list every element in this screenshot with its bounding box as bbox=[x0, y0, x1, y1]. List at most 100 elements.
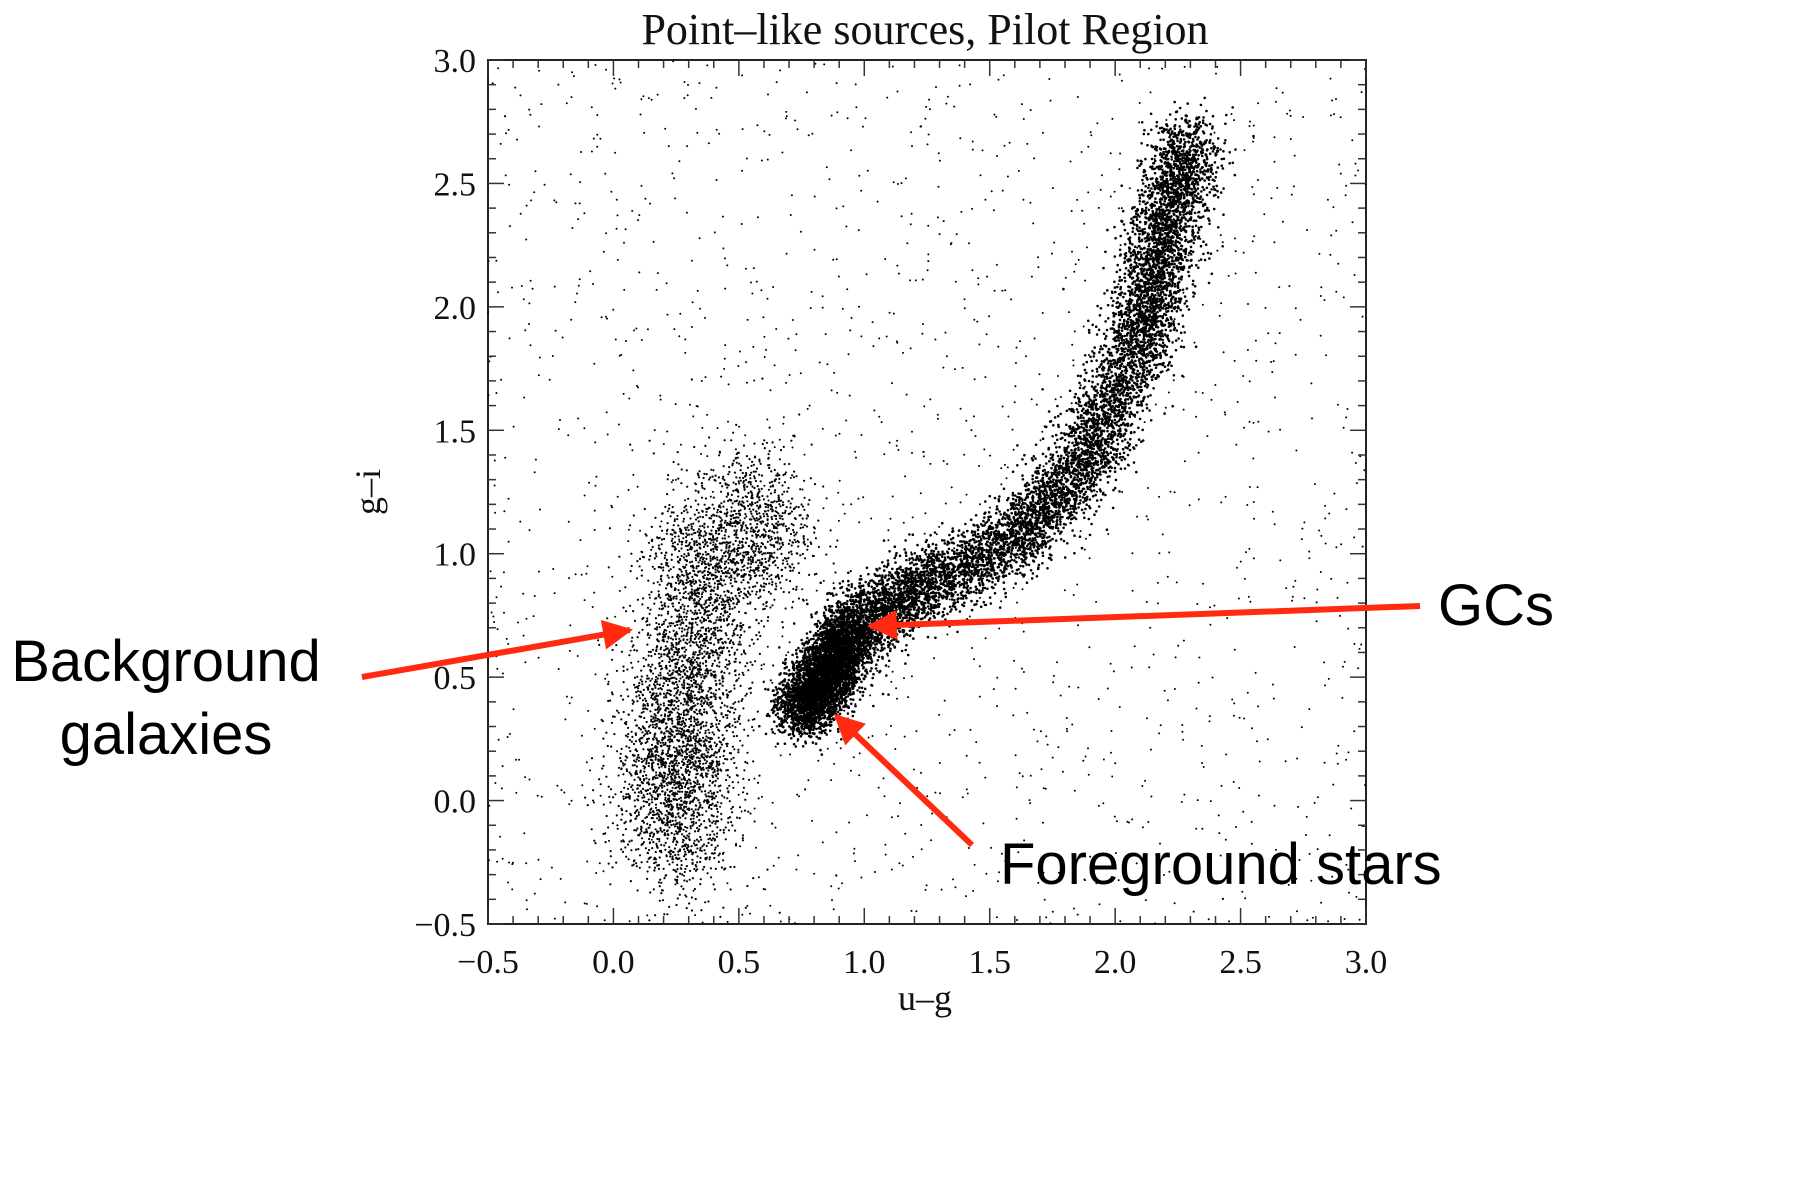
scatter-point bbox=[846, 705, 849, 709]
scatter-point bbox=[840, 655, 843, 658]
scatter-point bbox=[825, 692, 829, 695]
scatter-point bbox=[797, 662, 801, 666]
scatter-point bbox=[806, 664, 810, 668]
scatter-point bbox=[848, 666, 852, 669]
scatter-point bbox=[844, 661, 847, 664]
scatter-point bbox=[807, 712, 811, 716]
scatter-point bbox=[814, 742, 818, 745]
scatter-point bbox=[823, 731, 827, 735]
scatter-point bbox=[792, 727, 796, 731]
scatter-point bbox=[833, 710, 837, 714]
scatter-point bbox=[829, 723, 833, 727]
scatter-point bbox=[840, 675, 844, 679]
scatter-point bbox=[803, 654, 806, 657]
scatter-point bbox=[829, 700, 832, 704]
scatter-point bbox=[791, 730, 795, 734]
scatter-point bbox=[855, 629, 858, 632]
scatter-point bbox=[801, 702, 804, 705]
scatter-point bbox=[794, 715, 797, 718]
scatter-point bbox=[844, 651, 847, 654]
scatter-point bbox=[876, 648, 879, 651]
scatter-point bbox=[815, 625, 819, 629]
scatter-point bbox=[818, 621, 822, 625]
scatter-point bbox=[783, 706, 787, 710]
scatter-point bbox=[790, 727, 793, 731]
scatter-point bbox=[781, 683, 785, 687]
scatter-point bbox=[845, 648, 848, 652]
scatter-point bbox=[772, 706, 775, 710]
scatter-point bbox=[826, 699, 830, 703]
scatter-point bbox=[788, 710, 791, 714]
scatter-point bbox=[775, 725, 779, 728]
scatter-point bbox=[822, 725, 826, 728]
scatter-point bbox=[815, 680, 819, 684]
scatter-point bbox=[823, 663, 827, 667]
scatter-point bbox=[846, 717, 849, 721]
scatter-point bbox=[855, 664, 859, 667]
scatter-point bbox=[824, 630, 828, 633]
scatter-point bbox=[839, 668, 842, 671]
scatter-point bbox=[780, 701, 784, 705]
scatter-point bbox=[837, 678, 841, 682]
scatter-point bbox=[791, 666, 795, 670]
scatter-point bbox=[798, 682, 801, 685]
scatter-point bbox=[833, 682, 837, 685]
scatter-point bbox=[813, 725, 816, 728]
scatter-point bbox=[797, 709, 801, 713]
scatter-point bbox=[790, 737, 793, 740]
scatter-point bbox=[837, 660, 840, 663]
scatter-point bbox=[824, 688, 828, 691]
scatter-point bbox=[832, 626, 835, 630]
scatter-point bbox=[758, 724, 761, 728]
scatter-point bbox=[764, 732, 768, 736]
scatter-point bbox=[884, 664, 888, 667]
scatter-point bbox=[775, 706, 779, 710]
scatter-point bbox=[807, 699, 810, 702]
scatter-point bbox=[827, 641, 831, 644]
scatter-point bbox=[840, 700, 844, 704]
scatter-point bbox=[834, 676, 837, 680]
scatter-point bbox=[799, 679, 803, 683]
scatter-point bbox=[846, 599, 849, 603]
scatter-point bbox=[828, 676, 831, 679]
scatter-point bbox=[851, 680, 855, 684]
scatter-point bbox=[836, 632, 840, 635]
scatter-point bbox=[797, 678, 801, 681]
scatter-point bbox=[805, 732, 809, 735]
scatter-point bbox=[812, 718, 816, 721]
scatter-point bbox=[795, 693, 798, 696]
scatter-point bbox=[853, 594, 857, 598]
scatter-point bbox=[797, 722, 800, 725]
scatter-point bbox=[850, 585, 853, 588]
scatter-point bbox=[778, 682, 781, 685]
scatter-point bbox=[803, 725, 807, 728]
scatter-point bbox=[800, 723, 804, 726]
scatter-point bbox=[802, 685, 805, 689]
scatter-point bbox=[820, 729, 824, 733]
scatter-point bbox=[770, 728, 774, 731]
scatter-point bbox=[854, 591, 858, 595]
scatter-point bbox=[833, 645, 837, 648]
scatter-point bbox=[825, 647, 828, 651]
scatter-point bbox=[791, 696, 795, 700]
scatter-point bbox=[811, 652, 814, 656]
scatter-point bbox=[817, 711, 820, 715]
scatter-point bbox=[781, 710, 785, 714]
scatter-point bbox=[836, 649, 839, 652]
scatter-point bbox=[817, 713, 821, 717]
scatter-point bbox=[861, 656, 864, 659]
scatter-point bbox=[808, 729, 812, 732]
scatter-point bbox=[842, 615, 846, 618]
scatter-point bbox=[811, 741, 815, 744]
scatter-point bbox=[791, 707, 795, 711]
scatter-point bbox=[822, 657, 825, 660]
scatter-point bbox=[820, 654, 824, 657]
scatter-point bbox=[777, 728, 780, 732]
scatter-point bbox=[814, 650, 818, 653]
scatter-point bbox=[827, 695, 831, 698]
scatter-point bbox=[836, 684, 839, 687]
scatter-point bbox=[782, 720, 786, 724]
scatter-point bbox=[810, 615, 814, 619]
scatter-point bbox=[830, 690, 834, 693]
scatter-point bbox=[812, 637, 815, 641]
